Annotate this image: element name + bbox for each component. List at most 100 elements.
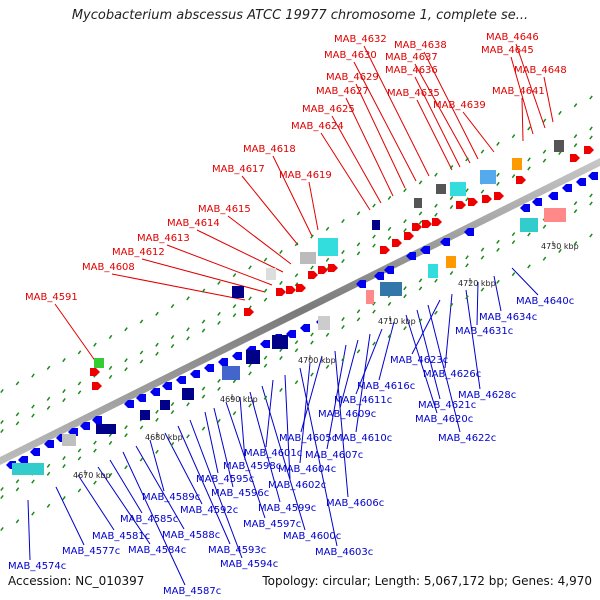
gene-label-reverse[interactable]: MAB_4605c bbox=[279, 433, 337, 444]
gene-label-forward[interactable]: MAB_4612 bbox=[112, 247, 165, 258]
gene-label-reverse[interactable]: MAB_4597c bbox=[243, 519, 301, 530]
cds-forward[interactable] bbox=[570, 154, 580, 162]
cds-forward[interactable] bbox=[328, 264, 338, 272]
cds-reverse[interactable] bbox=[300, 324, 310, 332]
gene-feature[interactable] bbox=[544, 208, 566, 222]
gene-feature[interactable] bbox=[300, 252, 316, 264]
gene-label-forward[interactable]: MAB_4627 bbox=[316, 86, 369, 97]
gene-label-reverse[interactable]: MAB_4616c bbox=[357, 381, 415, 392]
cds-reverse[interactable] bbox=[532, 198, 542, 206]
cds-reverse[interactable] bbox=[150, 388, 160, 396]
cds-reverse[interactable] bbox=[44, 440, 54, 448]
gene-label-reverse[interactable]: MAB_4634c bbox=[479, 312, 537, 323]
cds-reverse[interactable] bbox=[356, 280, 366, 288]
gene-label-reverse[interactable]: MAB_4610c bbox=[334, 433, 392, 444]
gene-label-forward[interactable]: MAB_4636 bbox=[385, 65, 438, 76]
gene-label-reverse[interactable]: MAB_4607c bbox=[305, 450, 363, 461]
gene-label-forward[interactable]: MAB_4629 bbox=[326, 72, 379, 83]
gene-label-forward[interactable]: MAB_4591 bbox=[25, 292, 78, 303]
gene-label-forward[interactable]: MAB_4637 bbox=[385, 52, 438, 63]
cds-forward[interactable] bbox=[412, 223, 422, 231]
gene-label-forward[interactable]: MAB_4608 bbox=[82, 262, 135, 273]
gene-label-reverse[interactable]: MAB_4622c bbox=[438, 433, 496, 444]
cds-forward[interactable] bbox=[380, 246, 390, 254]
cds-forward[interactable] bbox=[318, 266, 328, 274]
cds-reverse[interactable] bbox=[176, 376, 186, 384]
gene-feature[interactable] bbox=[182, 388, 194, 400]
gene-label-reverse[interactable]: MAB_4587c bbox=[163, 586, 221, 597]
cds-reverse[interactable] bbox=[162, 382, 172, 390]
gene-feature[interactable] bbox=[96, 424, 116, 434]
gene-feature[interactable] bbox=[62, 434, 76, 446]
cds-forward[interactable] bbox=[276, 288, 286, 296]
cds-forward[interactable] bbox=[286, 286, 296, 294]
cds-reverse[interactable] bbox=[406, 252, 416, 260]
gene-label-reverse[interactable]: MAB_4594c bbox=[220, 559, 278, 570]
gene-feature[interactable] bbox=[318, 316, 330, 330]
cds-reverse[interactable] bbox=[562, 184, 572, 192]
gene-label-reverse[interactable]: MAB_4596c bbox=[211, 488, 269, 499]
gene-label-reverse[interactable]: MAB_4602c bbox=[268, 480, 326, 491]
gene-feature[interactable] bbox=[436, 184, 446, 194]
cds-reverse[interactable] bbox=[384, 266, 394, 274]
gene-label-reverse[interactable]: MAB_4609c bbox=[318, 409, 376, 420]
gene-label-reverse[interactable]: MAB_4640c bbox=[516, 296, 574, 307]
gene-label-reverse[interactable]: MAB_4585c bbox=[120, 514, 178, 525]
cds-reverse[interactable] bbox=[232, 352, 242, 360]
gene-label-reverse[interactable]: MAB_4603c bbox=[315, 547, 373, 558]
gene-label-reverse[interactable]: MAB_4592c bbox=[180, 505, 238, 516]
gene-label-reverse[interactable]: MAB_4620c bbox=[415, 414, 473, 425]
gene-feature[interactable] bbox=[94, 358, 104, 368]
gene-label-forward[interactable]: MAB_4625 bbox=[302, 104, 355, 115]
gene-feature[interactable] bbox=[246, 350, 260, 364]
gene-label-reverse[interactable]: MAB_4604c bbox=[278, 464, 336, 475]
gene-label-reverse[interactable]: MAB_4577c bbox=[62, 546, 120, 557]
gene-feature[interactable] bbox=[520, 218, 538, 232]
gene-label-forward[interactable]: MAB_4624 bbox=[291, 121, 344, 132]
cds-forward[interactable] bbox=[296, 284, 306, 292]
gene-feature[interactable] bbox=[450, 182, 466, 196]
gene-label-forward[interactable]: MAB_4613 bbox=[137, 233, 190, 244]
cds-reverse[interactable] bbox=[92, 416, 102, 424]
gene-feature[interactable] bbox=[232, 286, 244, 298]
cds-forward[interactable] bbox=[404, 232, 414, 240]
gene-label-forward[interactable]: MAB_4645 bbox=[481, 45, 534, 56]
gene-label-forward[interactable]: MAB_4648 bbox=[514, 65, 567, 76]
cds-reverse[interactable] bbox=[576, 178, 586, 186]
gene-feature[interactable] bbox=[414, 198, 422, 208]
cds-reverse[interactable] bbox=[464, 228, 474, 236]
cds-forward[interactable] bbox=[584, 146, 594, 154]
cds-reverse[interactable] bbox=[260, 340, 270, 348]
gene-label-forward[interactable]: MAB_4646 bbox=[486, 32, 539, 43]
gene-feature[interactable] bbox=[512, 158, 522, 170]
gene-feature[interactable] bbox=[380, 282, 402, 296]
cds-reverse[interactable] bbox=[136, 394, 146, 402]
gene-feature[interactable] bbox=[140, 410, 150, 420]
gene-label-reverse[interactable]: MAB_4588c bbox=[162, 530, 220, 541]
gene-label-forward[interactable]: MAB_4619 bbox=[279, 170, 332, 181]
cds-reverse[interactable] bbox=[420, 246, 430, 254]
gene-label-reverse[interactable]: MAB_4574c bbox=[8, 561, 66, 572]
gene-label-forward[interactable]: MAB_4638 bbox=[394, 40, 447, 51]
cds-reverse[interactable] bbox=[286, 330, 296, 338]
gene-label-reverse[interactable]: MAB_4598c bbox=[223, 461, 281, 472]
gene-label-reverse[interactable]: MAB_4606c bbox=[326, 498, 384, 509]
cds-reverse[interactable] bbox=[218, 358, 228, 366]
cds-reverse[interactable] bbox=[588, 172, 598, 180]
gene-label-reverse[interactable]: MAB_4623c bbox=[390, 355, 448, 366]
gene-label-reverse[interactable]: MAB_4628c bbox=[458, 390, 516, 401]
gene-feature[interactable] bbox=[266, 268, 276, 280]
cds-reverse[interactable] bbox=[440, 238, 450, 246]
cds-reverse[interactable] bbox=[520, 204, 530, 212]
cds-forward[interactable] bbox=[244, 308, 254, 316]
gene-label-reverse[interactable]: MAB_4599c bbox=[258, 503, 316, 514]
cds-forward[interactable] bbox=[422, 220, 432, 228]
gene-feature[interactable] bbox=[366, 290, 374, 304]
gene-label-forward[interactable]: MAB_4639 bbox=[433, 100, 486, 111]
gene-label-reverse[interactable]: MAB_4600c bbox=[283, 531, 341, 542]
gene-feature[interactable] bbox=[372, 220, 380, 230]
gene-feature[interactable] bbox=[480, 170, 496, 184]
cds-forward[interactable] bbox=[494, 192, 504, 200]
cds-forward[interactable] bbox=[92, 382, 102, 390]
gene-feature[interactable] bbox=[272, 335, 288, 349]
